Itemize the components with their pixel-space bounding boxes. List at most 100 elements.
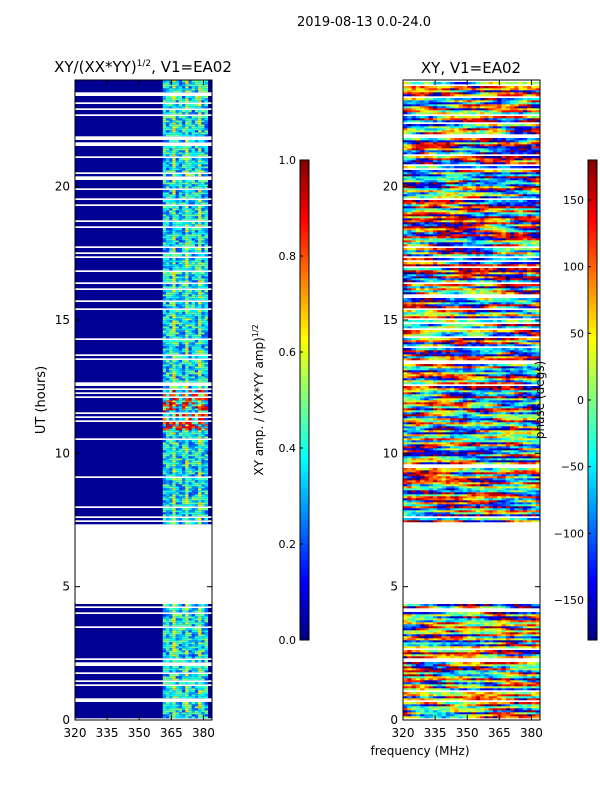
heatmap-cell bbox=[172, 424, 176, 426]
heatmap-cell bbox=[166, 258, 170, 260]
heatmap-cell bbox=[523, 664, 528, 666]
heatmap-cell bbox=[176, 494, 180, 496]
heatmap-cell bbox=[185, 340, 189, 342]
heatmap-cell bbox=[163, 444, 167, 446]
heatmap-cell bbox=[179, 106, 183, 108]
heatmap-cell bbox=[163, 164, 167, 166]
heatmap-cell bbox=[195, 98, 199, 100]
heatmap-cell bbox=[163, 148, 167, 150]
heatmap-cell bbox=[446, 706, 451, 708]
heatmap-cell bbox=[527, 654, 532, 656]
heatmap-cell bbox=[205, 340, 209, 342]
heatmap-cell bbox=[195, 642, 199, 644]
heatmap-cell bbox=[205, 216, 209, 218]
heatmap-cell bbox=[188, 116, 192, 118]
heatmap-cell bbox=[527, 618, 532, 620]
heatmap-cell bbox=[201, 650, 205, 652]
heatmap-cell bbox=[454, 626, 459, 628]
heatmap-cell bbox=[172, 502, 176, 504]
heatmap-cell bbox=[169, 184, 173, 186]
heatmap-cell bbox=[412, 694, 417, 696]
heatmap-cell bbox=[182, 304, 186, 306]
heatmap-cell bbox=[176, 498, 180, 500]
heatmap-cell bbox=[188, 450, 192, 452]
heatmap-cell bbox=[201, 424, 205, 426]
heatmap-cell bbox=[493, 654, 498, 656]
heatmap-cell bbox=[454, 684, 459, 686]
heatmap-cell bbox=[182, 474, 186, 476]
heatmap-cell bbox=[185, 168, 189, 170]
heatmap-cell bbox=[201, 236, 205, 238]
heatmap-cell bbox=[163, 314, 167, 316]
heatmap-cell bbox=[201, 100, 205, 102]
heatmap-cell bbox=[176, 318, 180, 320]
heatmap-cell bbox=[195, 654, 199, 656]
heatmap-cell bbox=[192, 254, 196, 256]
heatmap-cell bbox=[501, 704, 506, 706]
heatmap-cell bbox=[176, 160, 180, 162]
heatmap-cell bbox=[172, 380, 176, 382]
heatmap-cell bbox=[166, 168, 170, 170]
heatmap-cell bbox=[429, 692, 434, 694]
heatmap-cell bbox=[424, 644, 429, 646]
heatmap-cell bbox=[480, 652, 485, 654]
heatmap-cell bbox=[195, 154, 199, 156]
heatmap-cell bbox=[519, 702, 524, 704]
heatmap-cell bbox=[169, 432, 173, 434]
heatmap-cell bbox=[198, 296, 202, 298]
heatmap-cell bbox=[169, 320, 173, 322]
heatmap-cell bbox=[472, 642, 477, 644]
heatmap-cell bbox=[501, 650, 506, 652]
heatmap-cell bbox=[519, 710, 524, 712]
heatmap-cell bbox=[176, 162, 180, 164]
heatmap-cell bbox=[429, 616, 434, 618]
heatmap-cell bbox=[182, 704, 186, 706]
heatmap-cell bbox=[163, 496, 167, 498]
heatmap-cell bbox=[192, 238, 196, 240]
heatmap-cell bbox=[182, 518, 186, 520]
heatmap-cell bbox=[182, 510, 186, 512]
heatmap-cell bbox=[454, 620, 459, 622]
heatmap-cell bbox=[179, 234, 183, 236]
heatmap-cell bbox=[182, 254, 186, 256]
heatmap-cell bbox=[185, 248, 189, 250]
heatmap-cell bbox=[182, 436, 186, 438]
heatmap-cell bbox=[480, 618, 485, 620]
heatmap-cell bbox=[497, 678, 502, 680]
heatmap-cell bbox=[519, 642, 524, 644]
heatmap-cell bbox=[195, 276, 199, 278]
heatmap-cell bbox=[527, 688, 532, 690]
heatmap-cell bbox=[192, 334, 196, 336]
heatmap-cell bbox=[166, 456, 170, 458]
heatmap-cell bbox=[201, 222, 205, 224]
heatmap-cell bbox=[185, 688, 189, 690]
heatmap-cell bbox=[185, 712, 189, 714]
heatmap-cell bbox=[463, 670, 468, 672]
heatmap-cell bbox=[446, 644, 451, 646]
heatmap-cell bbox=[198, 636, 202, 638]
heatmap-cell bbox=[195, 640, 199, 642]
heatmap-cell bbox=[510, 662, 515, 664]
heatmap-cell bbox=[182, 464, 186, 466]
heatmap-cell bbox=[416, 698, 421, 700]
heatmap-cell bbox=[201, 362, 205, 364]
heatmap-cell bbox=[166, 364, 170, 366]
heatmap-cell bbox=[416, 692, 421, 694]
heatmap-cell bbox=[179, 464, 183, 466]
heatmap-cell bbox=[192, 386, 196, 388]
heatmap-cell bbox=[172, 128, 176, 130]
heatmap-cell bbox=[176, 690, 180, 692]
heatmap-cell bbox=[506, 650, 511, 652]
heatmap-cell bbox=[188, 610, 192, 612]
heatmap-cell bbox=[163, 154, 167, 156]
heatmap-cell bbox=[166, 302, 170, 304]
heatmap-cell bbox=[205, 212, 209, 214]
heatmap-cell bbox=[176, 406, 180, 408]
heatmap-cell bbox=[192, 510, 196, 512]
heatmap-cell bbox=[163, 340, 167, 342]
heatmap-cell bbox=[198, 712, 202, 714]
heatmap-cell bbox=[163, 468, 167, 470]
heatmap-cell bbox=[201, 314, 205, 316]
heatmap-cell bbox=[424, 654, 429, 656]
heatmap-cell bbox=[176, 400, 180, 402]
